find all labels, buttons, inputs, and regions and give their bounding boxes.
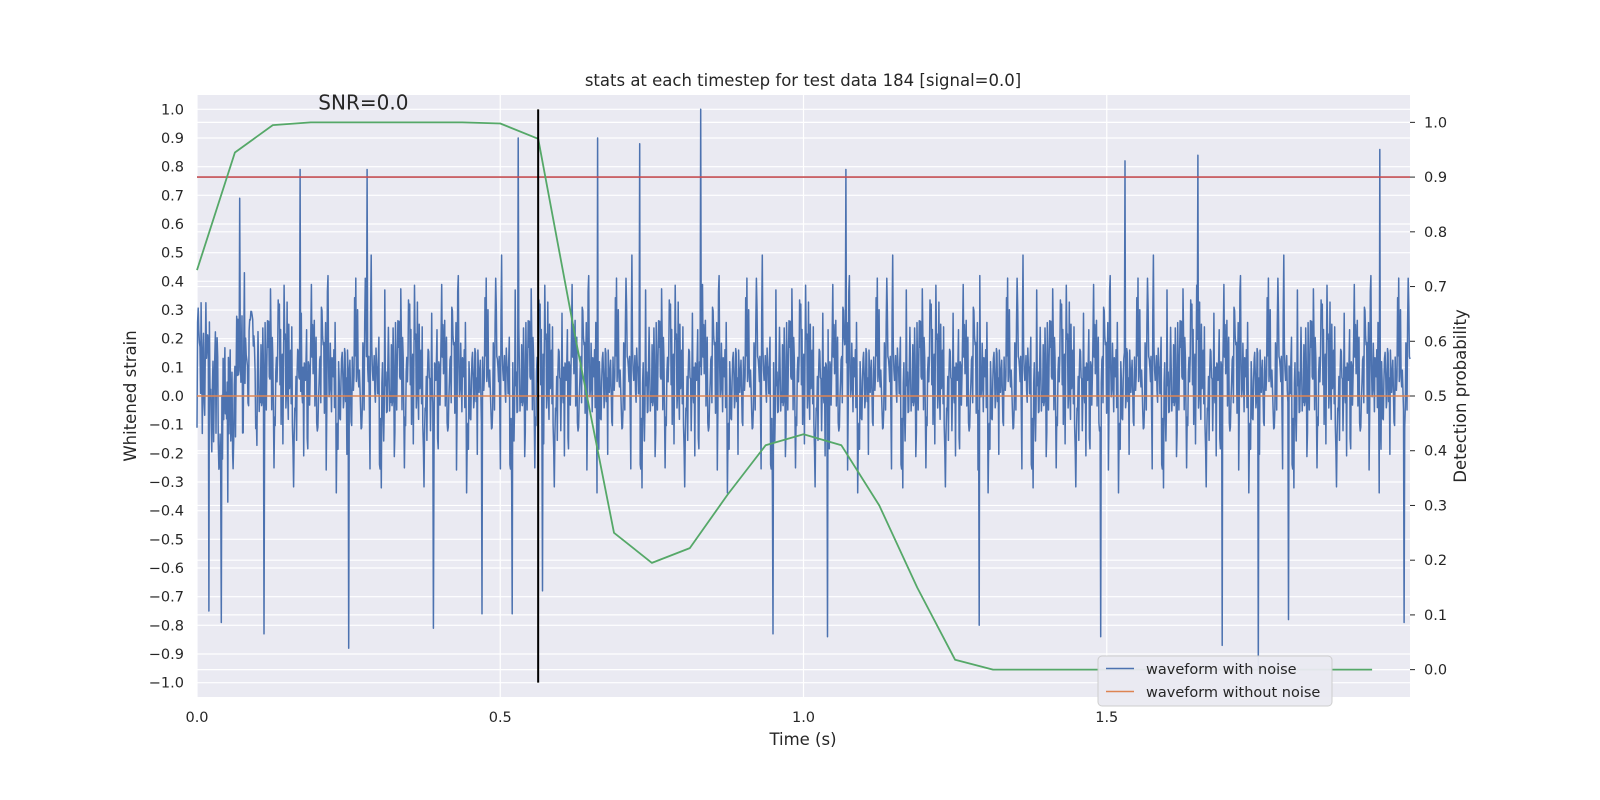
y-right-axis-ticks: 0.0 0.1 0.2 0.3 0.4 0.5 0.6 0.7 0.8 0.9 1.0 (1410, 115, 1447, 679)
legend-box (1097, 655, 1333, 707)
snr-annotation: SNR=0.0 (318, 90, 408, 114)
y-right-tick-label: 0.5 (1424, 389, 1447, 405)
y-left-tick-label: 0.0 (161, 389, 184, 405)
chart-title: stats at each timestep for test data 184… (585, 71, 1021, 90)
legend-label-no-noise: waveform without noise (1146, 685, 1320, 701)
y-right-tick-label: 0.1 (1424, 608, 1447, 624)
y-left-tick-label: 0.8 (161, 160, 184, 176)
y-left-axis-label: Whitened strain (121, 330, 140, 461)
y-left-tick-label: −0.6 (149, 561, 184, 577)
y-left-tick-label: 0.4 (161, 274, 184, 290)
y-right-tick-label: 0.3 (1424, 498, 1447, 514)
y-left-tick-label: −0.4 (149, 504, 184, 520)
x-tick-label: 0.5 (489, 710, 512, 726)
legend-label-noise: waveform with noise (1146, 662, 1297, 678)
y-left-tick-label: −1.0 (149, 676, 184, 692)
y-right-tick-label: 0.8 (1424, 225, 1447, 241)
y-left-tick-label: 0.6 (161, 217, 184, 233)
y-left-tick-label: 1.0 (161, 102, 184, 118)
y-left-tick-label: 0.3 (161, 303, 184, 319)
x-tick-label: 0.0 (185, 710, 208, 726)
y-right-tick-label: 0.6 (1424, 334, 1447, 350)
y-right-tick-label: 1.0 (1424, 115, 1447, 131)
legend: waveform with noise waveform without noi… (1097, 655, 1333, 707)
y-right-tick-label: 0.2 (1424, 553, 1447, 569)
y-right-tick-label: 0.4 (1424, 444, 1447, 460)
y-left-tick-label: −0.3 (149, 475, 184, 491)
y-left-tick-label: −0.5 (149, 532, 184, 548)
y-left-tick-label: 0.5 (161, 246, 184, 262)
y-right-tick-label: 0.0 (1424, 663, 1447, 679)
y-left-tick-label: 0.2 (161, 332, 184, 348)
y-left-tick-label: 0.1 (161, 360, 184, 376)
y-left-tick-label: −0.2 (149, 446, 184, 462)
y-right-tick-label: 0.9 (1424, 170, 1447, 186)
y-left-tick-label: 0.7 (161, 188, 184, 204)
y-left-tick-label: −0.9 (149, 647, 184, 663)
x-tick-label: 1.5 (1095, 710, 1118, 726)
y-left-axis-ticks: −1.0 −0.9 −0.8 −0.7 −0.6 −0.5 −0.4 −0.3 −0.2 −0.1… (149, 102, 184, 691)
y-left-tick-label: −0.1 (149, 418, 184, 434)
x-tick-label: 1.0 (792, 710, 815, 726)
y-left-tick-label: −0.7 (149, 590, 184, 606)
y-left-tick-label: −0.8 (149, 618, 184, 634)
y-right-tick-label: 0.7 (1424, 280, 1447, 296)
series-waveform-with-noise (196, 108, 1411, 670)
x-axis-ticks: 0.0 0.5 1.0 1.5 (185, 710, 1118, 726)
y-right-axis-label: Detection probability (1451, 309, 1470, 483)
y-left-tick-label: 0.9 (161, 131, 184, 147)
x-axis-label: Time (s) (768, 730, 836, 749)
